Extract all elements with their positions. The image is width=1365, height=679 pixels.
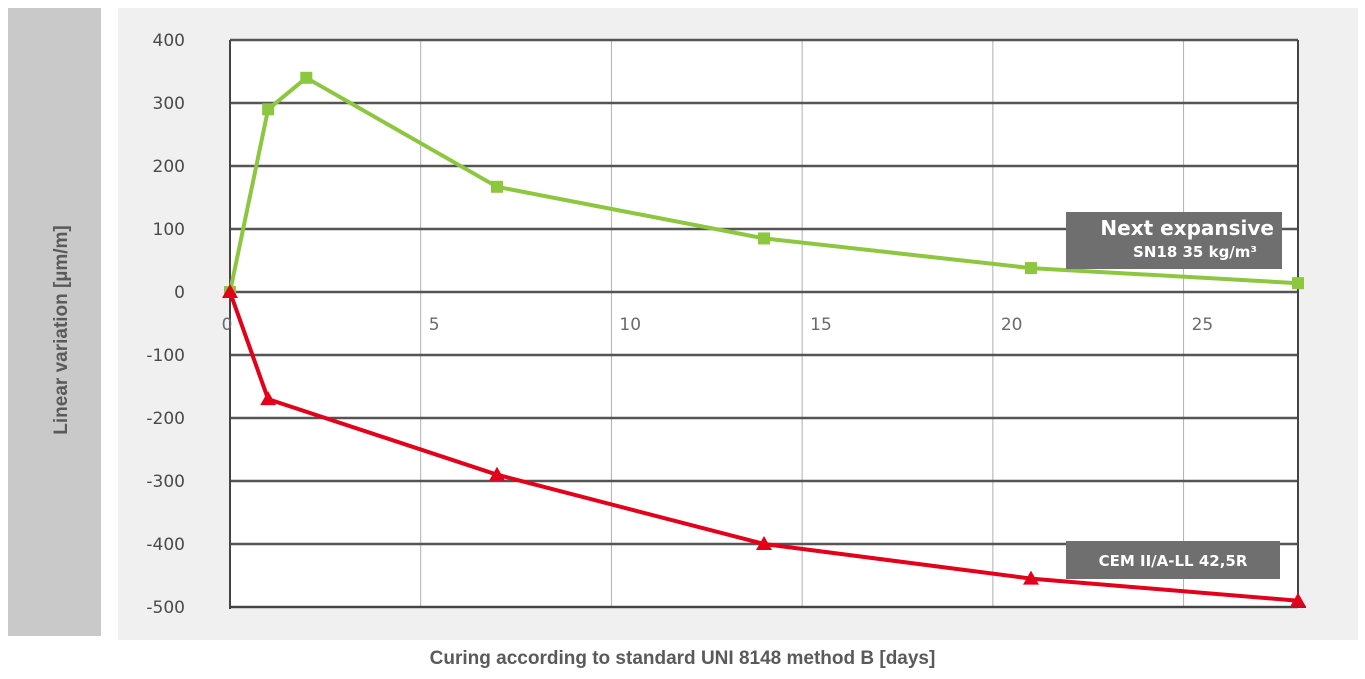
y-tick-label: 200 xyxy=(153,157,185,177)
data-point xyxy=(758,232,770,245)
y-tick-label: -200 xyxy=(146,409,185,429)
series-line-1 xyxy=(228,291,1299,603)
x-tick-label: 5 xyxy=(429,315,440,335)
series-label-title: CEM II/A-LL 42,5R xyxy=(1099,552,1248,570)
data-point xyxy=(260,391,277,406)
y-tick-label: 400 xyxy=(153,31,185,51)
series-label-subtitle: SN18 35 kg/m³ xyxy=(1133,243,1257,261)
series-label-title: Next expansive xyxy=(1100,216,1274,240)
x-tick-label: 0 xyxy=(222,315,233,335)
y-tick-label: -500 xyxy=(146,598,185,618)
series-label-box xyxy=(1066,541,1280,579)
data-point xyxy=(1290,592,1306,607)
y-axis-label-panel: Linear variation [µm/m] xyxy=(8,8,101,636)
data-point xyxy=(756,536,772,550)
y-tick-label: 300 xyxy=(153,94,185,114)
y-tick-label: -400 xyxy=(146,535,185,555)
y-tick-label: 100 xyxy=(153,220,185,240)
x-tick-label: 20 xyxy=(1001,315,1023,335)
data-point xyxy=(1292,277,1304,290)
data-point xyxy=(489,466,505,481)
data-point xyxy=(300,71,313,84)
y-tick-label: -300 xyxy=(146,472,185,492)
y-tick-label: -100 xyxy=(146,346,185,366)
data-point xyxy=(1025,262,1037,275)
series-label-box xyxy=(1066,212,1282,269)
data-point xyxy=(222,284,238,298)
x-tick-label: 15 xyxy=(810,315,832,335)
data-point xyxy=(491,180,503,193)
data-point xyxy=(1023,570,1039,585)
y-tick-label: 0 xyxy=(174,283,185,303)
x-tick-label: 25 xyxy=(1192,315,1214,335)
data-point xyxy=(262,103,275,116)
x-tick-label: 10 xyxy=(619,315,641,335)
x-axis-label: Curing according to standard UNI 8148 me… xyxy=(429,648,936,669)
